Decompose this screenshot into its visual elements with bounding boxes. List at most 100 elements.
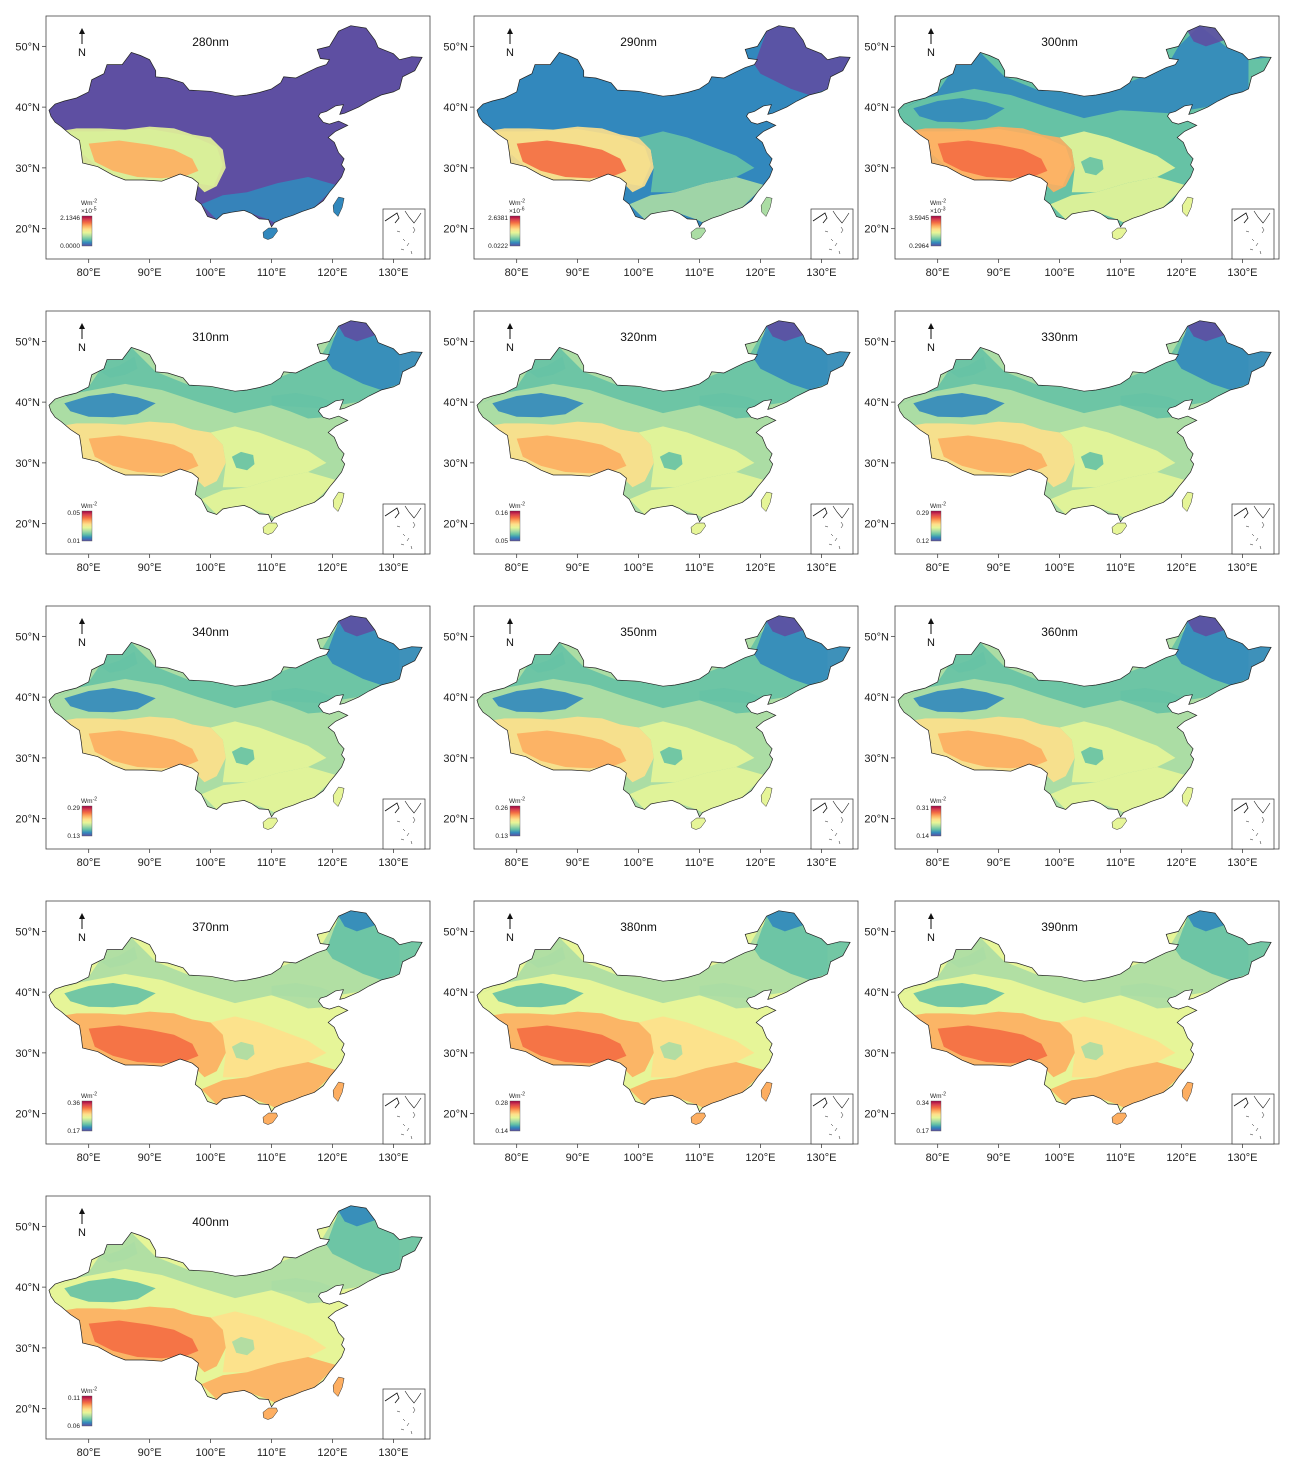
colorbar-unit: Wm-2 [81,1387,97,1396]
taiwan-island [1181,491,1194,512]
x-tick-label: 130°E [1227,267,1257,279]
x-tick-label: 130°E [806,857,836,869]
map-frame [45,900,431,1145]
irradiance-region [1187,25,1225,47]
colorbar-unit: Wm-2 [81,797,97,806]
map-frame [45,605,431,850]
hainan-island [262,522,278,535]
irradiance-region [338,320,376,342]
x-tick-label: 130°E [378,267,408,279]
irradiance-region [913,393,1005,418]
colorbar [81,215,93,247]
x-tick-label: 80°E [926,267,950,279]
x-tick-label: 90°E [566,857,590,869]
north-arrow-icon [79,1208,85,1224]
hainan-island [690,227,706,240]
south-china-sea-inset [382,1093,426,1145]
map-frame [894,310,1280,555]
colorbar [81,805,93,837]
map-panel-390nm: 80°E 90°E 100°E 110°E 120°E 130°E 50°N 40°N 30°N… [849,897,1280,1177]
north-arrow-icon [507,913,513,929]
colorbar-unit: Wm-2 [509,797,525,806]
irradiance-region [492,983,584,1008]
y-tick-label: 30°N [864,458,889,470]
irradiance-region [1080,746,1104,766]
x-tick-label: 90°E [566,267,590,279]
south-china-sea-inset [382,208,426,260]
x-tick-label: 100°E [624,267,654,279]
y-tick-label: 50°N [443,926,468,938]
map-frame [894,605,1280,850]
y-tick-label: 20°N [15,224,40,236]
x-tick-label: 130°E [1227,857,1257,869]
y-tick-label: 50°N [15,1221,40,1233]
x-tick-label: 110°E [1106,857,1135,869]
x-tick-label: 90°E [138,267,162,279]
y-tick-label: 50°N [15,41,40,53]
irradiance-region [210,1311,327,1373]
irradiance-region [49,615,423,709]
x-tick-label: 130°E [806,267,836,279]
colorbar-min: 0.13 [67,833,80,840]
north-label: N [78,342,86,354]
south-china-sea-inset [1231,798,1275,850]
irradiance-region [477,910,851,1004]
irradiance-region [201,472,336,518]
colorbar-unit: Wm-2 [81,199,97,208]
north-label: N [78,1227,86,1239]
colorbar-min: 0.14 [495,1128,508,1135]
irradiance-region [629,472,764,518]
y-tick-label: 20°N [443,224,468,236]
taiwan-island [760,491,773,512]
colorbar-unit: Wm-2 [930,502,946,511]
north-label: N [927,932,935,944]
x-tick-label: 90°E [138,1447,162,1459]
irradiance-region [1080,1041,1104,1061]
hainan-island [690,817,706,830]
map-svg: 80°E 90°E 100°E 110°E 120°E 130°E 50°N 40°N 30°N… [443,15,859,279]
x-tick-label: 100°E [1045,267,1075,279]
x-tick-label: 120°E [317,1152,347,1164]
y-tick-label: 30°N [15,1048,40,1060]
hainan-island [1111,1112,1127,1125]
x-tick-label: 120°E [745,857,775,869]
x-tick-label: 130°E [378,857,408,869]
hainan-island [1111,522,1127,535]
irradiance-region [64,1278,156,1303]
map-panel-330nm: 80°E 90°E 100°E 110°E 120°E 130°E 50°N 40°N 30°N… [849,307,1280,587]
colorbar [930,215,942,247]
panel-title: 290nm [620,35,657,49]
china-border [897,320,1272,523]
y-tick-label: 20°N [15,1404,40,1416]
x-tick-label: 100°E [196,267,226,279]
irradiance-region [659,746,683,766]
x-tick-label: 110°E [257,1447,286,1459]
map-panel-310nm: 80°E 90°E 100°E 110°E 120°E 130°E 50°N 40°N 30°N… [0,307,431,587]
colorbar [509,215,521,247]
y-tick-label: 40°N [15,1282,40,1294]
map-panel-380nm: 80°E 90°E 100°E 110°E 120°E 130°E 50°N 40°N 30°N… [428,897,859,1177]
y-tick-label: 20°N [864,1109,889,1121]
x-tick-label: 80°E [77,1447,101,1459]
x-tick-label: 120°E [317,267,347,279]
map-svg: 80°E 90°E 100°E 110°E 120°E 130°E 50°N 40°N 30°N… [864,605,1280,869]
panel-title: 310nm [192,330,229,344]
x-tick-label: 80°E [77,562,101,574]
panel-title: 280nm [192,35,229,49]
x-tick-label: 100°E [624,1152,654,1164]
hainan-island [262,817,278,830]
x-tick-label: 90°E [138,1152,162,1164]
map-svg: 80°E 90°E 100°E 110°E 120°E 130°E 50°N 40°N 30°N… [443,605,859,869]
irradiance-region [64,983,156,1008]
colorbar [930,510,942,542]
china-border [897,25,1272,228]
taiwan-island [760,786,773,807]
map-frame [45,15,431,260]
irradiance-region [100,356,138,378]
irradiance-region [699,393,761,419]
x-tick-label: 110°E [257,562,286,574]
map-panel-320nm: 80°E 90°E 100°E 110°E 120°E 130°E 50°N 40°N 30°N… [428,307,859,587]
panel-title: 400nm [192,1215,229,1229]
irradiance-region [88,435,199,474]
